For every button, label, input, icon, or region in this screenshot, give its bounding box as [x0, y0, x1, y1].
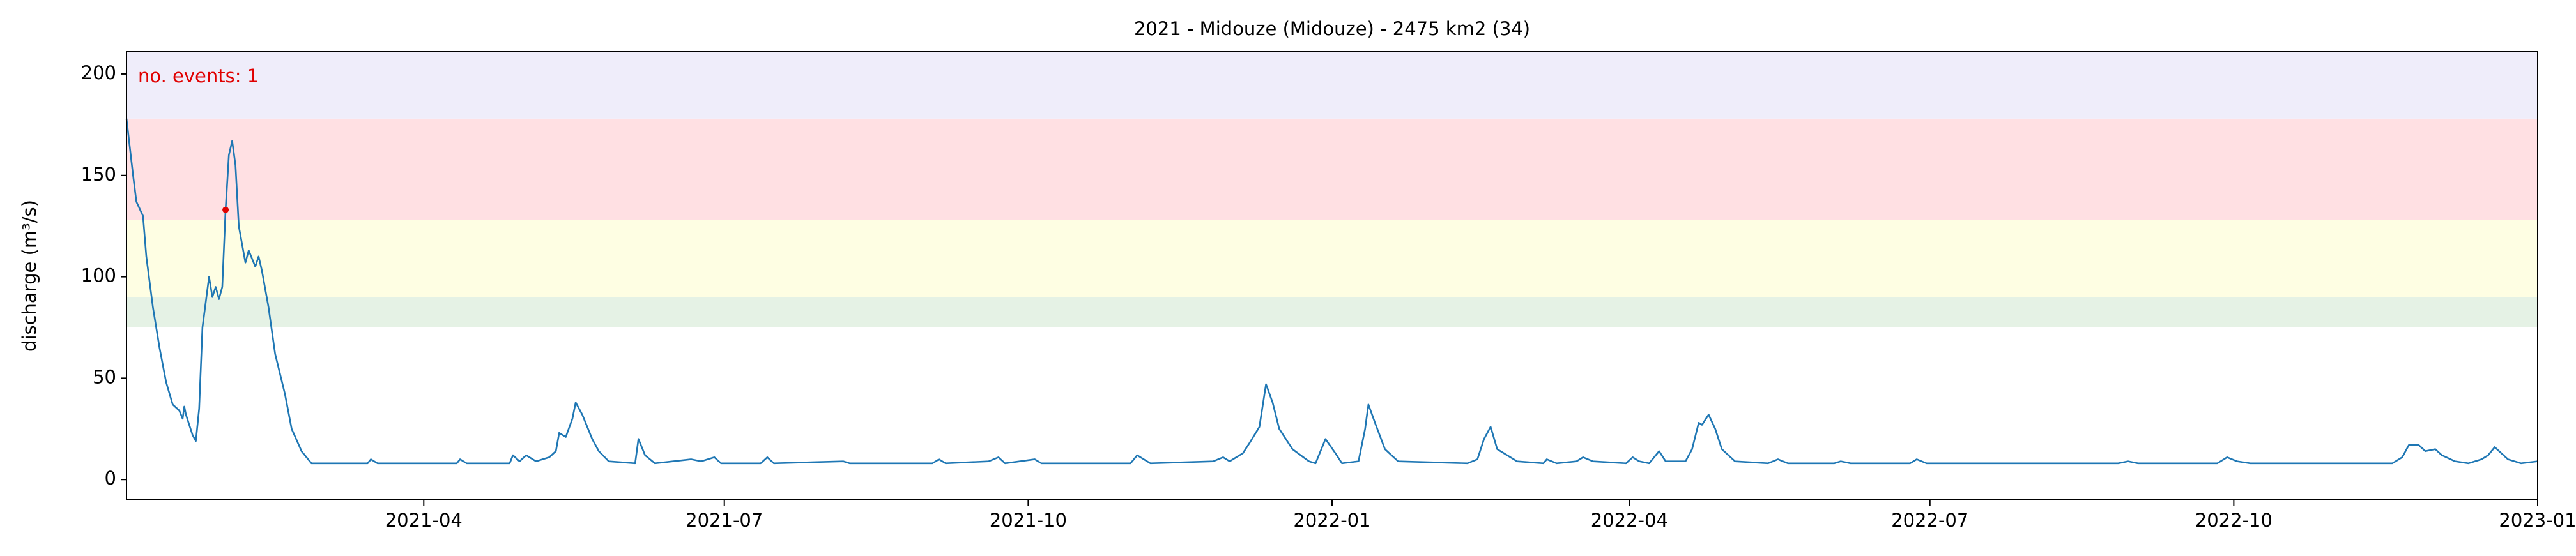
y-tick-label: 50 [93, 366, 116, 387]
plot-frame [126, 51, 2538, 500]
x-tick-label: 2021-10 [990, 509, 1067, 531]
x-tick-label: 2022-01 [1293, 509, 1370, 531]
threshold-band [126, 118, 2538, 220]
x-tick-label: 2022-10 [2195, 509, 2273, 531]
x-tick-label: 2022-04 [1591, 509, 1668, 531]
x-tick-label: 2021-07 [686, 509, 763, 531]
x-tick-label: 2021-04 [385, 509, 463, 531]
x-tick-label: 2022-07 [1891, 509, 1968, 531]
y-axis-label: discharge (m³/s) [19, 200, 40, 352]
y-tick-label: 100 [81, 265, 116, 287]
y-tick-label: 150 [81, 163, 116, 185]
data-line [125, 118, 2538, 465]
y-tick-label: 0 [105, 467, 116, 489]
x-tick-label: 2023-01 [2499, 509, 2576, 531]
chart-title: 2021 - Midouze (Midouze) - 2475 km2 (34) [1134, 18, 1530, 40]
annotation: no. events: 1 [138, 65, 259, 87]
threshold-band [126, 220, 2538, 297]
event-marker [222, 206, 229, 213]
threshold-band [126, 297, 2538, 327]
threshold-band [126, 52, 2538, 119]
y-tick-label: 200 [81, 62, 116, 84]
